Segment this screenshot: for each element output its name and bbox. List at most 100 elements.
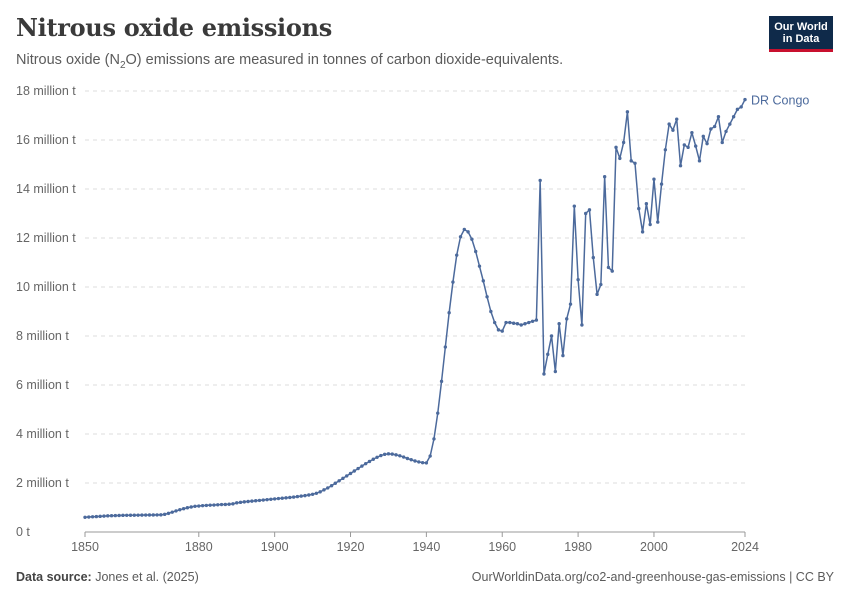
data-point bbox=[576, 277, 580, 282]
data-point bbox=[98, 514, 102, 519]
data-point bbox=[424, 461, 429, 465]
data-point bbox=[595, 292, 599, 297]
data-point bbox=[269, 497, 273, 501]
data-point bbox=[618, 156, 622, 161]
x-tick-label: 1880 bbox=[185, 540, 213, 554]
data-point bbox=[295, 494, 300, 499]
data-point bbox=[265, 497, 269, 502]
y-tick-label: 16 million t bbox=[16, 133, 76, 147]
data-point bbox=[728, 122, 732, 126]
data-point bbox=[94, 514, 99, 519]
data-point bbox=[675, 117, 679, 121]
data-point bbox=[561, 353, 565, 358]
data-point bbox=[185, 506, 190, 510]
logo-line-1: Our World bbox=[774, 21, 828, 33]
data-point bbox=[557, 322, 561, 326]
data-point bbox=[432, 437, 436, 441]
data-point bbox=[420, 460, 425, 465]
data-point bbox=[276, 496, 281, 501]
data-point bbox=[546, 352, 550, 357]
data-point bbox=[451, 280, 455, 284]
data-point bbox=[496, 328, 501, 332]
data-point bbox=[227, 502, 231, 506]
data-point bbox=[223, 502, 228, 507]
data-point bbox=[235, 501, 239, 505]
data-point bbox=[132, 513, 137, 517]
data-point bbox=[720, 140, 724, 145]
subtitle-text-end: O) emissions are measured in tonnes of c… bbox=[125, 52, 564, 68]
data-point bbox=[291, 495, 296, 499]
data-point bbox=[519, 323, 523, 327]
y-tick-label: 2 million t bbox=[16, 476, 69, 490]
data-point bbox=[360, 464, 364, 468]
data-point bbox=[663, 148, 668, 152]
y-tick-label: 12 million t bbox=[16, 231, 76, 245]
data-point bbox=[155, 513, 159, 517]
data-point bbox=[166, 511, 171, 516]
data-point bbox=[542, 372, 546, 376]
data-point bbox=[242, 500, 247, 504]
x-tick-label: 1980 bbox=[564, 540, 592, 554]
data-point bbox=[322, 488, 326, 492]
data-point bbox=[348, 471, 353, 476]
data-point bbox=[413, 459, 417, 463]
data-point bbox=[504, 320, 508, 325]
data-point bbox=[246, 499, 250, 504]
series-line bbox=[84, 99, 746, 519]
data-point bbox=[724, 129, 728, 134]
data-point bbox=[553, 369, 558, 374]
data-point bbox=[712, 124, 717, 129]
data-point bbox=[508, 320, 512, 325]
owid-logo[interactable]: Our World in Data bbox=[769, 16, 833, 52]
data-point bbox=[159, 513, 163, 517]
data-point bbox=[599, 282, 603, 287]
gridlines bbox=[85, 90, 745, 484]
data-point bbox=[697, 159, 702, 163]
data-point bbox=[109, 514, 114, 518]
data-point bbox=[640, 230, 645, 234]
data-point bbox=[709, 127, 713, 131]
data-point bbox=[352, 469, 357, 473]
data-point bbox=[356, 466, 360, 471]
data-point bbox=[644, 202, 649, 206]
data-point bbox=[405, 456, 410, 461]
x-tick-label: 1920 bbox=[337, 540, 365, 554]
data-point bbox=[489, 309, 493, 314]
data-point bbox=[363, 461, 368, 466]
data-point bbox=[591, 255, 595, 260]
data-point bbox=[189, 505, 193, 509]
data-point bbox=[382, 452, 387, 457]
data-point bbox=[462, 227, 467, 232]
x-tick-label: 1960 bbox=[488, 540, 516, 554]
data-point bbox=[705, 141, 709, 146]
data-point bbox=[90, 515, 95, 519]
data-point bbox=[455, 253, 459, 257]
data-point bbox=[250, 499, 254, 503]
data-point bbox=[303, 493, 307, 498]
data-point bbox=[515, 322, 520, 326]
data-point bbox=[204, 503, 209, 508]
data-point bbox=[272, 497, 277, 501]
data-point bbox=[606, 265, 611, 270]
data-point bbox=[648, 222, 652, 227]
data-point bbox=[492, 320, 497, 325]
data-point bbox=[121, 513, 125, 518]
data-point bbox=[181, 507, 186, 511]
series-layer: DR Congo bbox=[83, 94, 809, 519]
data-point bbox=[170, 510, 174, 514]
data-point bbox=[136, 513, 140, 517]
subtitle-subscript: 2 bbox=[119, 59, 126, 71]
footer-url[interactable]: OurWorldinData.org/co2-and-greenhouse-ga… bbox=[471, 570, 834, 584]
data-point bbox=[125, 513, 129, 517]
data-point bbox=[693, 144, 698, 148]
data-point bbox=[329, 483, 334, 488]
data-point bbox=[439, 379, 444, 384]
y-tick-label: 8 million t bbox=[16, 329, 69, 343]
data-point bbox=[686, 145, 690, 150]
data-point bbox=[261, 498, 265, 502]
data-point bbox=[193, 504, 197, 508]
data-point bbox=[375, 455, 379, 459]
data-point bbox=[371, 457, 375, 461]
data-source-link[interactable]: Jones et al. (2025) bbox=[95, 570, 199, 584]
